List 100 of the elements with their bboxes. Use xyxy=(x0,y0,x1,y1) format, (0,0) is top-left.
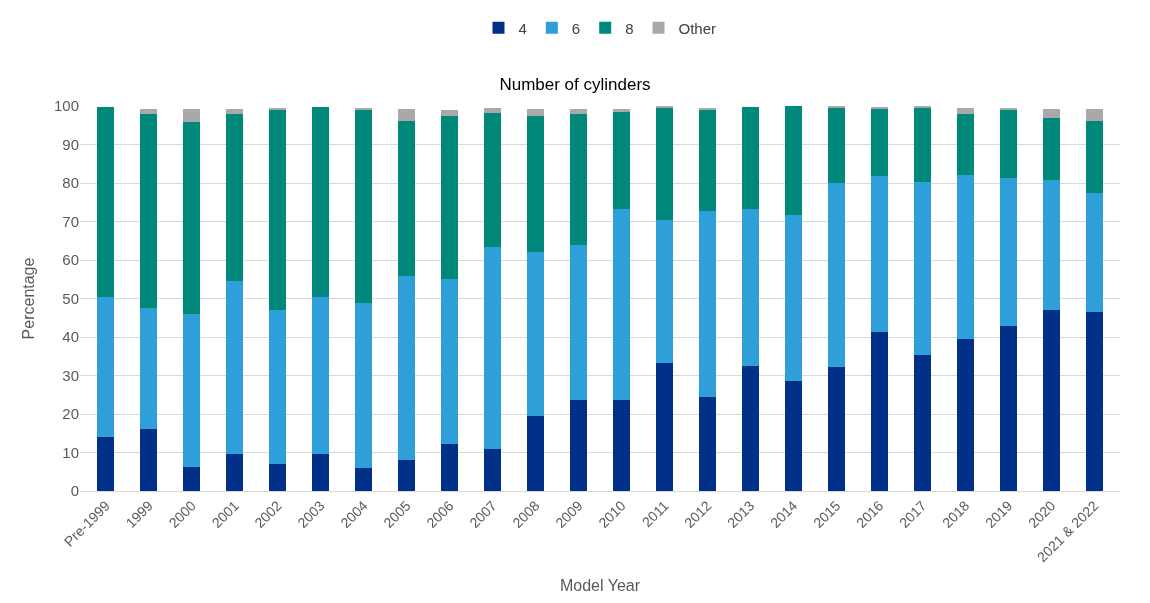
legend-label: Other xyxy=(678,19,717,37)
y-tick-label: 20 xyxy=(62,405,79,423)
bar xyxy=(526,252,545,416)
bar xyxy=(1042,118,1060,180)
bar xyxy=(398,276,416,461)
bar xyxy=(999,109,1017,179)
bar xyxy=(440,443,459,491)
bar xyxy=(526,415,545,491)
bar xyxy=(1085,120,1103,193)
bar xyxy=(226,454,244,491)
y-tick-label: 0 xyxy=(70,482,79,500)
bar xyxy=(913,181,931,356)
bar xyxy=(269,107,287,110)
bar xyxy=(183,313,201,467)
legend-label: 8 xyxy=(625,19,634,37)
bar xyxy=(1085,109,1103,121)
bar xyxy=(355,303,373,468)
bar xyxy=(655,107,674,221)
bar xyxy=(526,108,545,116)
bar xyxy=(140,307,158,430)
bar xyxy=(698,210,717,398)
legend-label: 6 xyxy=(571,19,581,37)
bar xyxy=(312,106,330,298)
y-tick-label: 30 xyxy=(62,366,79,384)
bar xyxy=(355,467,373,491)
bar xyxy=(956,339,974,491)
y-tick-label: 50 xyxy=(62,289,79,307)
bar xyxy=(1042,108,1060,119)
bar xyxy=(870,176,888,333)
bar xyxy=(698,109,717,211)
bar xyxy=(312,454,330,491)
bar xyxy=(226,113,244,281)
bar xyxy=(741,106,760,209)
bar xyxy=(827,366,845,491)
bar xyxy=(569,109,588,114)
bar xyxy=(483,108,502,113)
bar xyxy=(741,365,760,491)
y-tick-label: 80 xyxy=(62,174,79,192)
bar xyxy=(269,310,287,465)
bar xyxy=(269,464,287,491)
bar xyxy=(956,107,974,114)
bar xyxy=(269,109,287,311)
y-tick-label: 10 xyxy=(62,443,79,461)
bar xyxy=(612,209,631,400)
bar xyxy=(97,297,115,438)
bar xyxy=(956,175,974,340)
bar xyxy=(655,220,674,364)
y-tick-label: 100 xyxy=(53,97,79,115)
bar xyxy=(1085,192,1103,313)
bar xyxy=(827,183,845,367)
y-tick-label: 70 xyxy=(62,212,79,230)
bar xyxy=(956,113,974,176)
bar xyxy=(913,355,931,491)
bar xyxy=(312,297,330,455)
bar xyxy=(97,106,115,298)
bar xyxy=(784,106,802,215)
bar xyxy=(655,363,674,491)
x-axis-title: Model Year xyxy=(559,576,641,594)
bar xyxy=(698,397,717,491)
bar xyxy=(999,326,1017,491)
bar xyxy=(569,399,588,491)
bar xyxy=(483,246,502,449)
bar xyxy=(1042,310,1060,491)
bar xyxy=(569,113,588,245)
bar xyxy=(140,429,158,491)
y-tick-label: 40 xyxy=(62,328,79,346)
bar xyxy=(183,108,201,123)
bar xyxy=(355,109,373,304)
bar xyxy=(612,111,631,210)
bar xyxy=(784,380,802,491)
bar xyxy=(1042,179,1060,311)
bar xyxy=(784,214,802,381)
bar xyxy=(483,112,502,247)
y-axis-title: Percentage xyxy=(19,257,37,340)
chart-title: Number of cylinders xyxy=(499,75,651,95)
bar xyxy=(440,109,459,116)
bar xyxy=(183,466,201,491)
bar xyxy=(226,280,244,455)
bar xyxy=(183,122,201,314)
bar xyxy=(999,178,1017,327)
bar xyxy=(355,107,373,110)
bar xyxy=(140,109,158,114)
y-tick-label: 60 xyxy=(62,251,79,269)
bar xyxy=(526,115,545,253)
bar xyxy=(870,332,888,491)
bar xyxy=(483,448,502,491)
bar xyxy=(870,108,888,177)
legend-label: 4 xyxy=(518,19,527,37)
bar xyxy=(398,460,416,491)
bar xyxy=(398,108,416,122)
bar xyxy=(97,437,115,491)
y-tick-label: 90 xyxy=(62,135,79,153)
bar xyxy=(398,121,416,277)
bar xyxy=(741,208,760,366)
bar xyxy=(226,109,244,114)
bar xyxy=(440,115,459,280)
bar xyxy=(140,113,158,308)
bar xyxy=(569,244,588,400)
bar xyxy=(827,107,845,183)
bar xyxy=(612,108,631,112)
